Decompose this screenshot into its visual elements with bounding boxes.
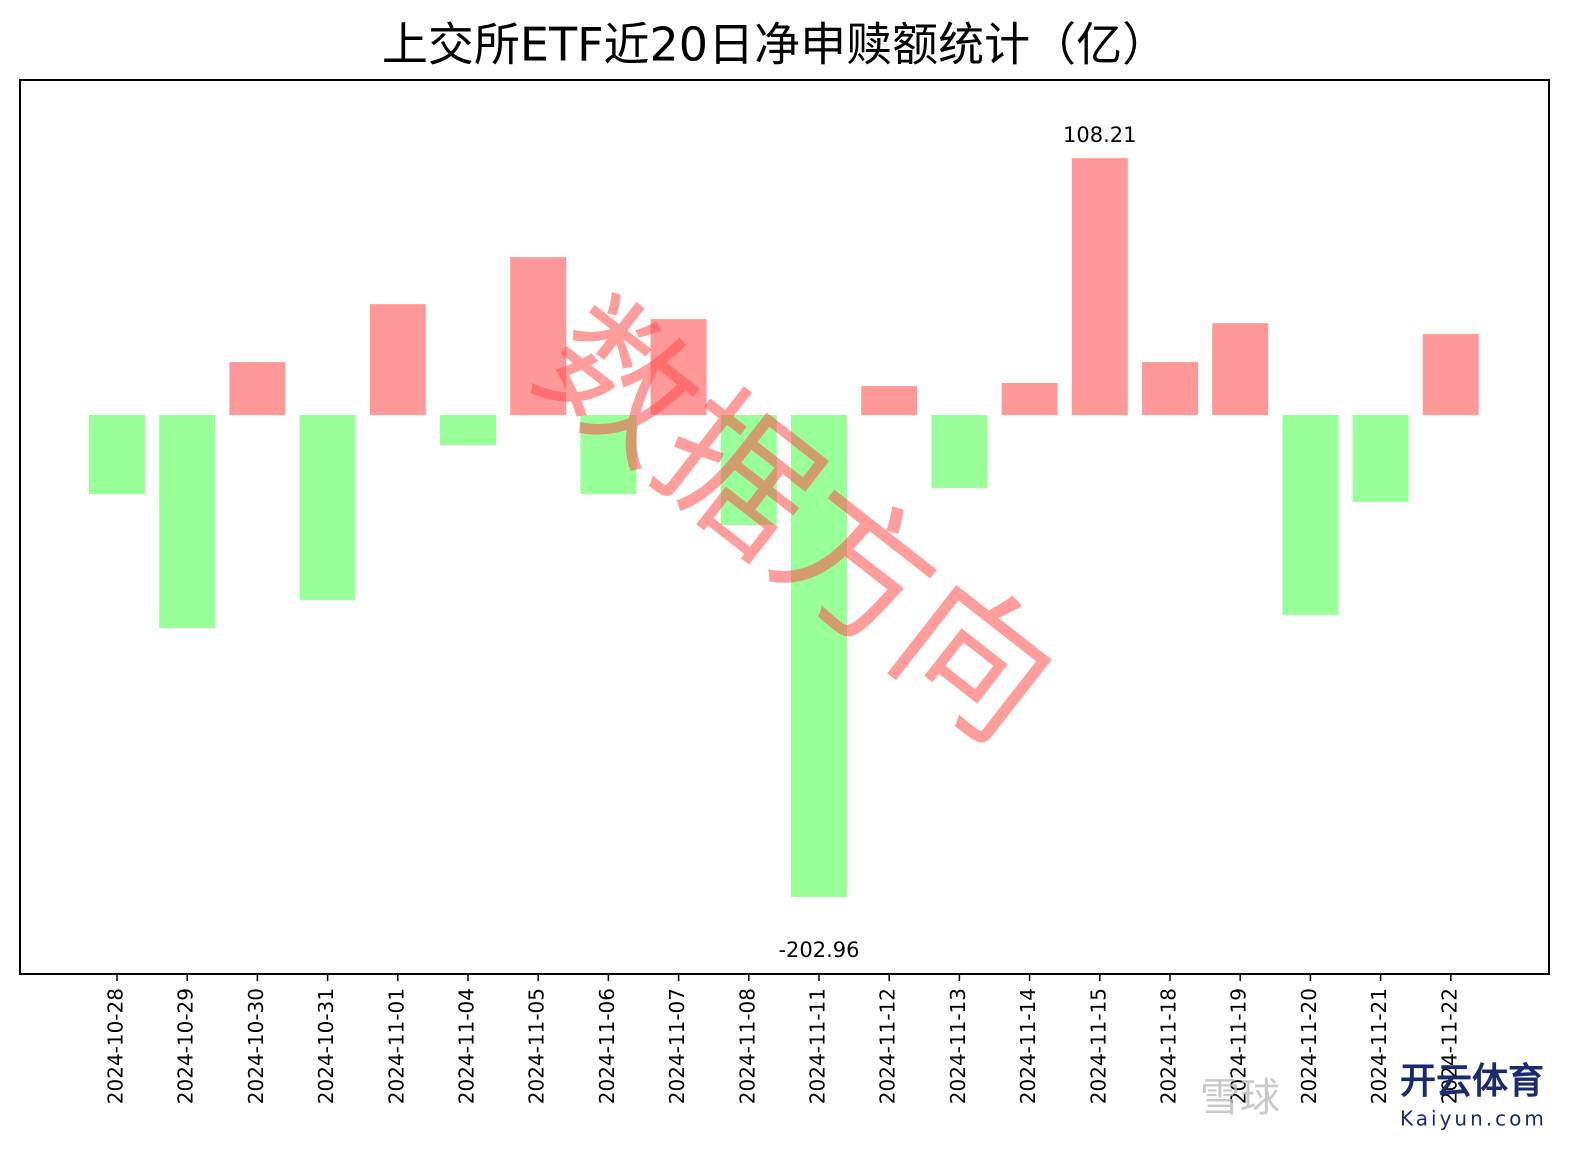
bar — [1422, 334, 1479, 416]
value-label: 108.21 — [1063, 123, 1136, 147]
bar — [650, 319, 707, 416]
x-tick-label: 2024-10-30 — [244, 988, 268, 1104]
x-tick-label: 2024-11-19 — [1227, 988, 1251, 1104]
bar — [720, 415, 777, 525]
x-tick-label: 2024-11-06 — [595, 988, 619, 1104]
bar — [299, 415, 356, 601]
x-tick-label: 2024-11-22 — [1437, 988, 1461, 1104]
bar — [1142, 362, 1198, 416]
x-tick-label: 2024-11-21 — [1367, 988, 1391, 1104]
x-tick-label: 2024-11-13 — [946, 988, 970, 1104]
bar — [1071, 158, 1128, 416]
bar — [1352, 415, 1409, 502]
bar — [369, 304, 426, 416]
x-tick-label: 2024-11-04 — [455, 988, 479, 1104]
bar — [931, 415, 988, 488]
x-tick-label: 2024-10-31 — [314, 988, 338, 1104]
bar — [1212, 323, 1269, 416]
bar — [580, 415, 637, 495]
x-tick-label: 2024-11-07 — [665, 988, 689, 1104]
bar — [159, 415, 216, 629]
x-tick-label: 2024-11-18 — [1157, 988, 1181, 1104]
plot-frame — [19, 79, 1550, 975]
x-tick-label: 2024-10-28 — [104, 988, 128, 1104]
bar — [1001, 382, 1058, 416]
logo-subtext: Kaiyun.com — [1400, 1107, 1547, 1131]
x-tick-label: 2024-11-12 — [876, 988, 900, 1104]
x-tick-label: 2024-11-15 — [1086, 988, 1110, 1104]
x-tick-label: 2024-11-01 — [384, 988, 408, 1104]
x-tick-label: 2024-10-29 — [174, 988, 198, 1104]
x-tick-label: 2024-11-20 — [1297, 988, 1321, 1104]
value-label: -202.96 — [778, 938, 859, 962]
x-tick-label: 2024-11-05 — [525, 988, 549, 1104]
bar — [510, 257, 567, 416]
bar — [440, 415, 496, 445]
x-tick-label: 2024-11-14 — [1016, 988, 1040, 1104]
bar — [229, 362, 286, 416]
chart-title: 上交所ETF近20日净申赎额统计（亿） — [382, 18, 1168, 72]
bar — [1282, 415, 1339, 615]
x-tick-label: 2024-11-11 — [806, 988, 830, 1104]
bar — [861, 386, 918, 416]
logo-text: 开云体育 — [1400, 1061, 1544, 1102]
x-tick-label: 2024-11-08 — [735, 988, 759, 1104]
bar — [89, 415, 145, 495]
bar — [791, 415, 847, 897]
watermark: 雪球 — [1200, 1075, 1280, 1121]
